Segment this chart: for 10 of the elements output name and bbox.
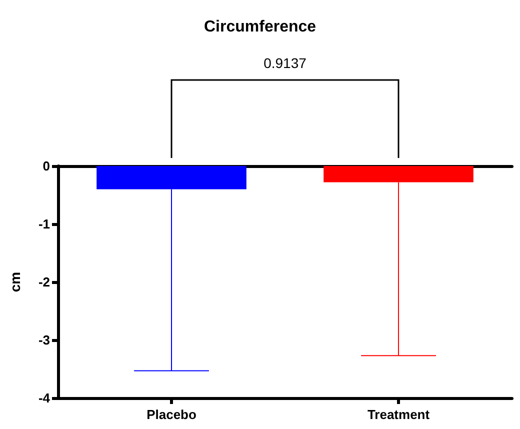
text: 0.9137 [264, 55, 307, 71]
y-tick-label: -4 [38, 390, 51, 406]
y-tick-label: 0 [42, 158, 50, 174]
y-tick-label: -2 [38, 274, 50, 290]
y-tick-label: -3 [38, 332, 50, 348]
y-tick-label: -1 [38, 216, 50, 232]
x-tick-label: Placebo [146, 407, 196, 422]
x-tick-label: Treatment [367, 407, 430, 422]
chart-title: Circumference [204, 18, 316, 36]
y-axis-title: cm [7, 272, 23, 292]
